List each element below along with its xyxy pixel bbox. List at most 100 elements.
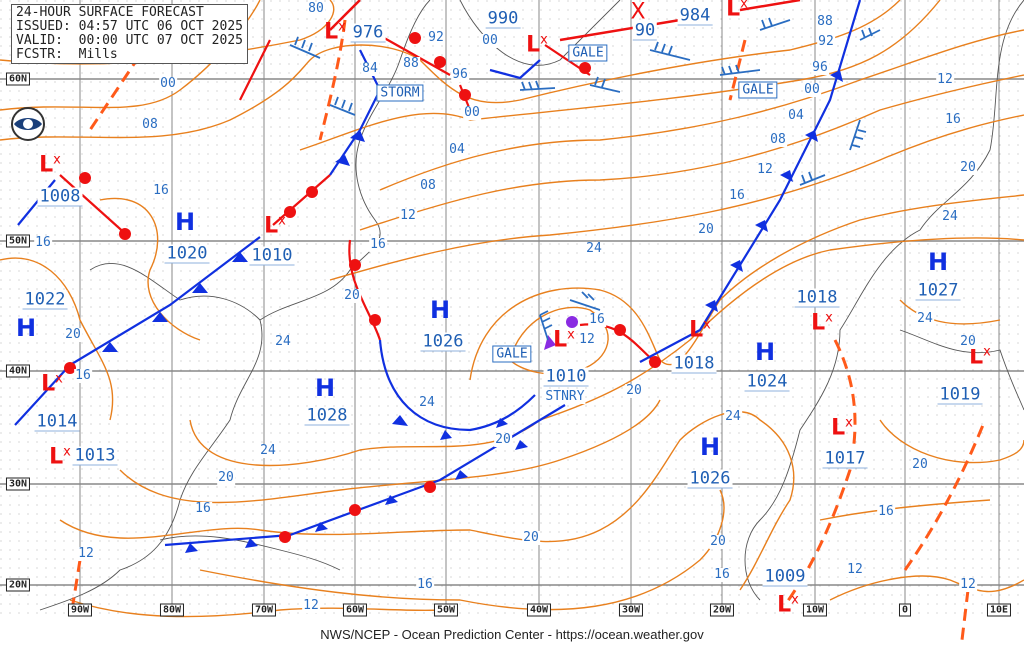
high-pressure-center: H: [429, 296, 451, 324]
stationary-label: STNRY: [544, 389, 586, 404]
isobar-label: 16: [194, 501, 212, 516]
isobar-label: 12: [302, 598, 320, 613]
low-pressure-center: Lx: [831, 415, 853, 441]
low-pressure-center: Lx: [689, 317, 711, 343]
pressure-value: 1027: [915, 280, 961, 301]
low-pressure-center: Lx: [264, 213, 286, 239]
noaa-logo: [11, 107, 45, 141]
cold-front: [378, 339, 536, 432]
footer-credit: NWS/NCEP - Ocean Prediction Center - htt…: [320, 627, 704, 642]
isobar-label: 00: [481, 33, 499, 48]
storm-track-arrow: [559, 18, 681, 42]
isobar-label: 16: [728, 188, 746, 203]
wind-barbs: [289, 17, 881, 341]
isobar-label: 12: [936, 72, 954, 87]
low-pressure-center: Lx: [726, 0, 748, 22]
isobar-label: 16: [34, 235, 52, 250]
pressure-value: 990: [485, 8, 521, 29]
lon-label: 10W: [802, 603, 828, 617]
lon-label: 0: [898, 603, 912, 617]
storm-track-arrow: [329, 0, 361, 31]
isobar-label: 24: [259, 443, 277, 458]
lon-label: 80W: [159, 603, 185, 617]
isobar-label: 00: [803, 82, 821, 97]
isobar-label: 16: [74, 368, 92, 383]
isobar-label: 00: [463, 105, 481, 120]
isobar-label: 08: [769, 132, 787, 147]
isobar-label: 20: [625, 383, 643, 398]
isobar-label: 16: [877, 504, 895, 519]
pressure-value: 90: [632, 20, 658, 41]
pressure-value: 1009: [762, 566, 808, 587]
isobar-label: 12: [399, 208, 417, 223]
gale-warning: GALE: [568, 44, 608, 62]
forecast-low-position-x: X: [630, 0, 646, 25]
isobar-label: 12: [77, 546, 95, 561]
lat-label: 50N: [5, 234, 31, 248]
pressure-value: 1024: [744, 371, 790, 392]
pressure-value: 1018: [671, 353, 717, 374]
lat-label: 60N: [5, 72, 31, 86]
pressure-value: 1013: [72, 445, 118, 466]
low-pressure-center: Lx: [324, 19, 346, 45]
isobar-label: 20: [709, 534, 727, 549]
isobar-label: 20: [959, 160, 977, 175]
isobars: [0, 0, 1024, 618]
low-pressure-center: Lx: [777, 592, 799, 618]
cold-front: [639, 0, 862, 363]
lat-label: 20N: [5, 578, 31, 592]
header-valid: VALID: 00:00 UTC 07 OCT 2025: [16, 33, 243, 48]
isobar-label: 80: [307, 1, 325, 16]
storm-warning: STORM: [376, 84, 424, 102]
low-pressure-center: Lx: [526, 32, 548, 58]
lon-label: 30W: [618, 603, 644, 617]
pressure-value: 1010: [543, 366, 589, 387]
high-pressure-center: H: [15, 314, 37, 342]
low-pressure-center: Lx: [41, 371, 63, 397]
header-title: 24-HOUR SURFACE FORECAST: [16, 5, 204, 20]
pressure-value: 1026: [687, 468, 733, 489]
isobar-label: 20: [494, 432, 512, 447]
warm-front: [59, 174, 129, 237]
isobar-label: 88: [816, 14, 834, 29]
low-pressure-center: Lx: [553, 327, 575, 353]
isobar-label: 20: [64, 327, 82, 342]
lat-label: 30N: [5, 477, 31, 491]
low-pressure-center: Lx: [811, 310, 833, 336]
isobar-label: 20: [522, 530, 540, 545]
isobar-label: 20: [343, 288, 361, 303]
isobar-label: 24: [274, 334, 292, 349]
coastlines: [39, 0, 1024, 611]
pressure-value: 1022: [22, 289, 68, 310]
pressure-value: 1028: [304, 405, 350, 426]
isobar-label: 16: [713, 567, 731, 582]
high-pressure-center: H: [314, 374, 336, 402]
pressure-value: 976: [350, 22, 386, 43]
dot-grid: [0, 0, 1024, 620]
lat-label: 40N: [5, 364, 31, 378]
isobar-label: 96: [811, 60, 829, 75]
isobar-label: 12: [846, 562, 864, 577]
isobar-label: 16: [369, 237, 387, 252]
gale-warning: GALE: [492, 345, 532, 363]
low-pressure-center: Lx: [49, 444, 71, 470]
isobar-label: 12: [578, 332, 596, 347]
isobar-label: 12: [959, 577, 977, 592]
pressure-value: 1020: [164, 243, 210, 264]
isobar-label: 88: [402, 56, 420, 71]
isobar-label: 16: [588, 312, 606, 327]
isobar-label: 04: [448, 142, 466, 157]
lon-label: 70W: [251, 603, 277, 617]
lon-label: 60W: [342, 603, 368, 617]
low-pressure-center: Lx: [39, 152, 61, 178]
isobar-label: 20: [911, 457, 929, 472]
warm-front: [272, 174, 331, 226]
lon-label: 10E: [986, 603, 1012, 617]
lon-label: 20W: [709, 603, 735, 617]
isobar-label: 20: [697, 222, 715, 237]
pressure-value: 1018: [794, 287, 840, 308]
pressure-value: 1010: [249, 245, 295, 266]
isobar-label: 96: [451, 67, 469, 82]
